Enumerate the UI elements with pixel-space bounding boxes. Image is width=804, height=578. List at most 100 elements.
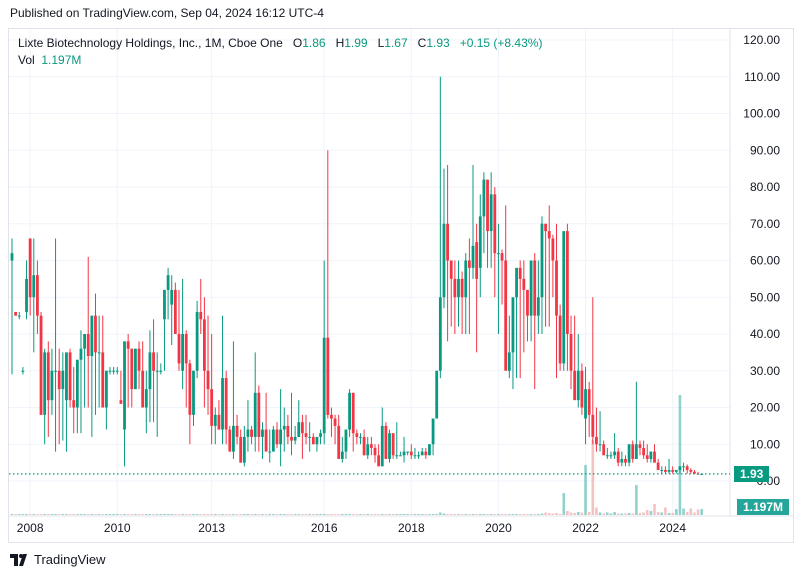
candle-body <box>689 469 693 472</box>
volume-bar <box>580 512 584 515</box>
volume-bar <box>232 514 235 515</box>
volume-bar <box>529 514 533 515</box>
volume-bar <box>330 514 333 515</box>
volume-bar <box>424 514 428 515</box>
volume-bar <box>235 514 239 515</box>
volume-bar <box>326 514 330 515</box>
volume-bar <box>664 507 667 515</box>
candle-body <box>32 275 36 298</box>
candle-body <box>587 389 591 415</box>
candle-body <box>464 260 468 298</box>
volume-bar <box>449 514 453 515</box>
volume-bar <box>17 514 21 515</box>
volume-bar <box>635 485 638 515</box>
candle-body <box>642 447 646 456</box>
volume-bar <box>322 514 326 515</box>
volume-bar <box>137 514 141 515</box>
time-tick-label: 2008 <box>17 521 44 535</box>
volume-bar <box>279 514 282 515</box>
candle-body <box>79 348 83 360</box>
volume-bar <box>587 512 591 515</box>
candle-body <box>482 179 486 217</box>
candle-body <box>616 451 620 463</box>
volume-bar <box>537 514 540 515</box>
candle-body <box>206 370 210 390</box>
candle-body <box>576 370 580 401</box>
volume-bar <box>674 509 678 515</box>
price-tick-label: 10.00 <box>750 437 780 451</box>
volume-bar <box>435 514 439 515</box>
candle-body <box>424 451 428 456</box>
candle-body <box>536 297 540 316</box>
volume-bar <box>388 514 391 515</box>
candle-body <box>43 352 47 415</box>
volume-bar <box>68 514 72 515</box>
volume-bar <box>373 514 377 515</box>
candle-body <box>620 458 624 463</box>
volume-bar <box>105 514 108 515</box>
time-tick-label: 2013 <box>198 521 225 535</box>
candle-body <box>301 422 304 434</box>
candle-body <box>293 436 297 441</box>
volume-bar <box>257 514 261 515</box>
candle-body <box>460 278 464 298</box>
volume-bar <box>486 514 489 515</box>
volume-bar <box>395 514 399 515</box>
candle-body <box>36 275 39 316</box>
candle-body <box>598 444 602 446</box>
volume-bar <box>181 514 184 515</box>
candle-body <box>417 455 420 457</box>
candle-body <box>486 179 489 232</box>
tradingview-logo[interactable]: TradingView <box>10 552 106 567</box>
volume-bar <box>355 514 359 515</box>
volume-bar <box>301 514 304 515</box>
volume-bar <box>341 514 344 515</box>
candle-body <box>101 352 105 408</box>
candle-body <box>308 436 312 438</box>
candle-body <box>97 352 101 354</box>
volume-bar <box>315 514 319 515</box>
volume-bar <box>119 514 123 515</box>
volume-bar <box>174 514 177 515</box>
candle-body <box>184 334 188 364</box>
volume-value: 1.197M <box>41 53 82 67</box>
candle-body <box>340 451 344 459</box>
candle-body <box>90 315 94 357</box>
volume-bar <box>101 514 105 515</box>
volume-bar <box>410 514 413 515</box>
volume-bar <box>576 512 580 515</box>
volume-bar <box>253 514 257 515</box>
candle-body <box>279 429 283 445</box>
candle-body <box>605 455 609 457</box>
volume-bar <box>351 514 355 515</box>
volume-bar <box>28 514 32 515</box>
candle-body <box>159 370 163 372</box>
volume-bar <box>504 514 507 515</box>
candle-body <box>420 451 424 456</box>
volume-bar <box>297 514 301 515</box>
volume-bar <box>293 514 297 515</box>
volume-bar <box>475 514 478 515</box>
candle-body <box>388 433 391 459</box>
candle-body <box>380 425 384 467</box>
candle-body <box>54 370 57 372</box>
price-tick-label: 110.00 <box>744 70 780 84</box>
candle-body <box>547 231 551 239</box>
candle-body <box>591 414 595 437</box>
chart-frame <box>8 28 794 543</box>
candle-body <box>126 341 130 349</box>
volume-bar <box>152 514 155 515</box>
volume-bar <box>261 514 264 515</box>
candle-body <box>275 429 279 445</box>
candle-body <box>478 216 482 268</box>
volume-bar <box>689 508 693 515</box>
volume-bar <box>497 514 500 515</box>
candle-body <box>170 289 174 305</box>
symbol-title[interactable]: Lixte Biotechnology Holdings, Inc., 1M, … <box>18 36 283 50</box>
volume-bar <box>642 512 645 515</box>
volume-bar <box>413 514 417 515</box>
volume-bar <box>32 514 36 515</box>
volume-bar <box>558 514 562 515</box>
volume-bar <box>471 514 475 515</box>
